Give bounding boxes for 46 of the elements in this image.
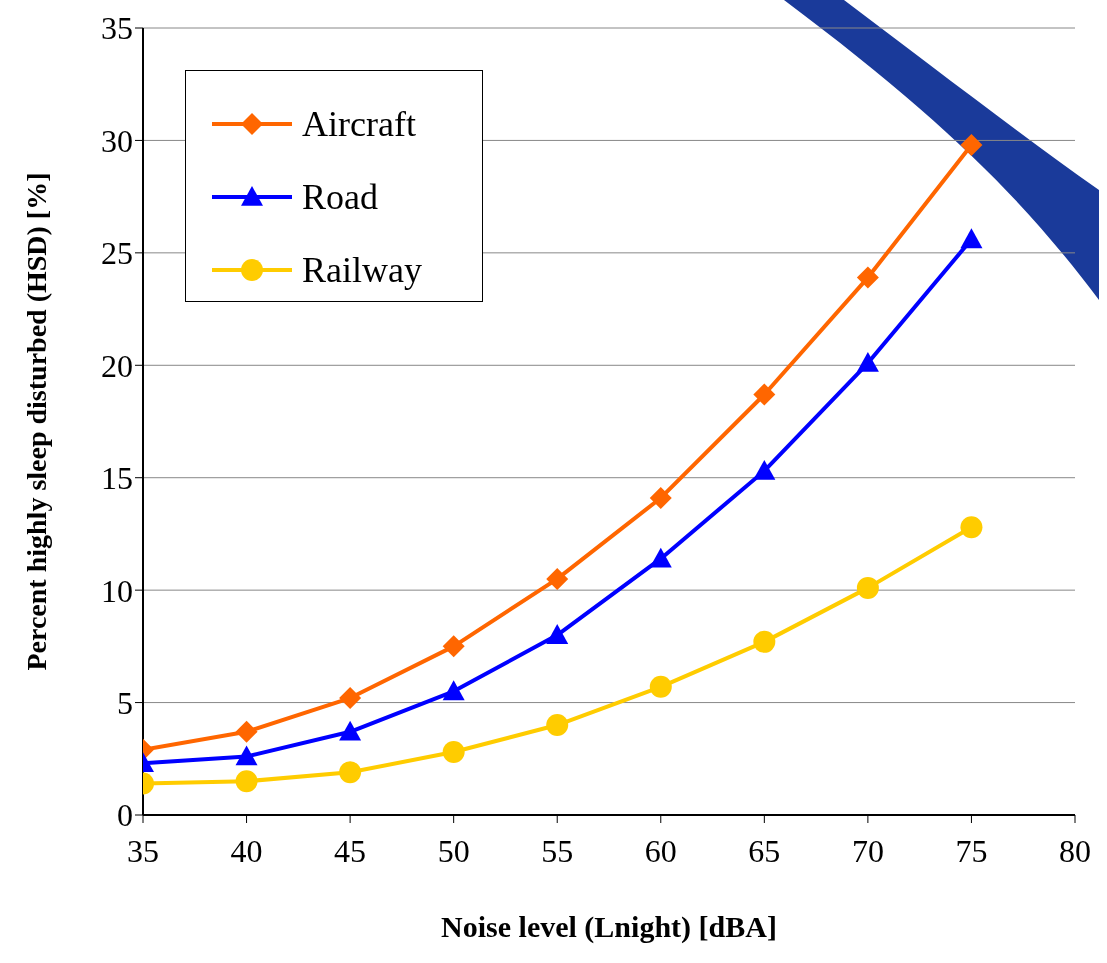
point bbox=[960, 228, 983, 249]
y-axis-title: Percent highly sleep disturbed (HSD) [%] bbox=[20, 172, 52, 671]
x-tick-label: 40 bbox=[230, 832, 263, 869]
x-axis-title: Noise level (Lnight) [dBA] bbox=[441, 910, 777, 944]
y-tick-label: 30 bbox=[101, 122, 133, 159]
x-tick-label: 55 bbox=[541, 832, 574, 869]
x-tick-label: 45 bbox=[334, 832, 367, 869]
x-tick-label: 65 bbox=[748, 832, 781, 869]
y-tick-label: 0 bbox=[117, 797, 133, 834]
point bbox=[235, 720, 258, 743]
point bbox=[235, 745, 258, 766]
y-tick-label: 25 bbox=[101, 235, 133, 272]
point bbox=[339, 720, 362, 741]
point bbox=[442, 741, 465, 764]
point bbox=[856, 576, 879, 599]
x-tick-label: 50 bbox=[437, 832, 470, 869]
point bbox=[649, 547, 672, 568]
y-tick-label: 15 bbox=[101, 460, 133, 497]
point bbox=[856, 352, 879, 372]
legend-label: Aircraft bbox=[302, 102, 416, 145]
point bbox=[339, 687, 362, 710]
point bbox=[546, 567, 569, 590]
x-tick-label: 80 bbox=[1059, 832, 1091, 869]
point bbox=[856, 266, 879, 289]
point bbox=[546, 624, 569, 644]
point bbox=[442, 635, 465, 658]
point bbox=[546, 714, 569, 737]
point bbox=[960, 516, 983, 539]
point bbox=[442, 680, 465, 701]
legend-label: Road bbox=[302, 175, 378, 218]
point bbox=[649, 675, 672, 698]
point bbox=[339, 761, 362, 784]
point bbox=[753, 459, 776, 480]
legend-label: Railway bbox=[302, 248, 422, 291]
y-tick-label: 5 bbox=[117, 684, 133, 721]
x-tick-label: 70 bbox=[851, 832, 884, 869]
point bbox=[960, 133, 983, 156]
y-tick-label: 10 bbox=[101, 572, 133, 609]
x-tick-label: 75 bbox=[955, 832, 988, 869]
y-tick-label: 20 bbox=[101, 347, 133, 384]
point bbox=[235, 770, 258, 793]
point bbox=[753, 383, 776, 406]
y-tick-label: 35 bbox=[101, 10, 133, 47]
x-tick-label: 60 bbox=[644, 832, 677, 869]
point bbox=[649, 486, 672, 509]
point bbox=[753, 630, 776, 653]
